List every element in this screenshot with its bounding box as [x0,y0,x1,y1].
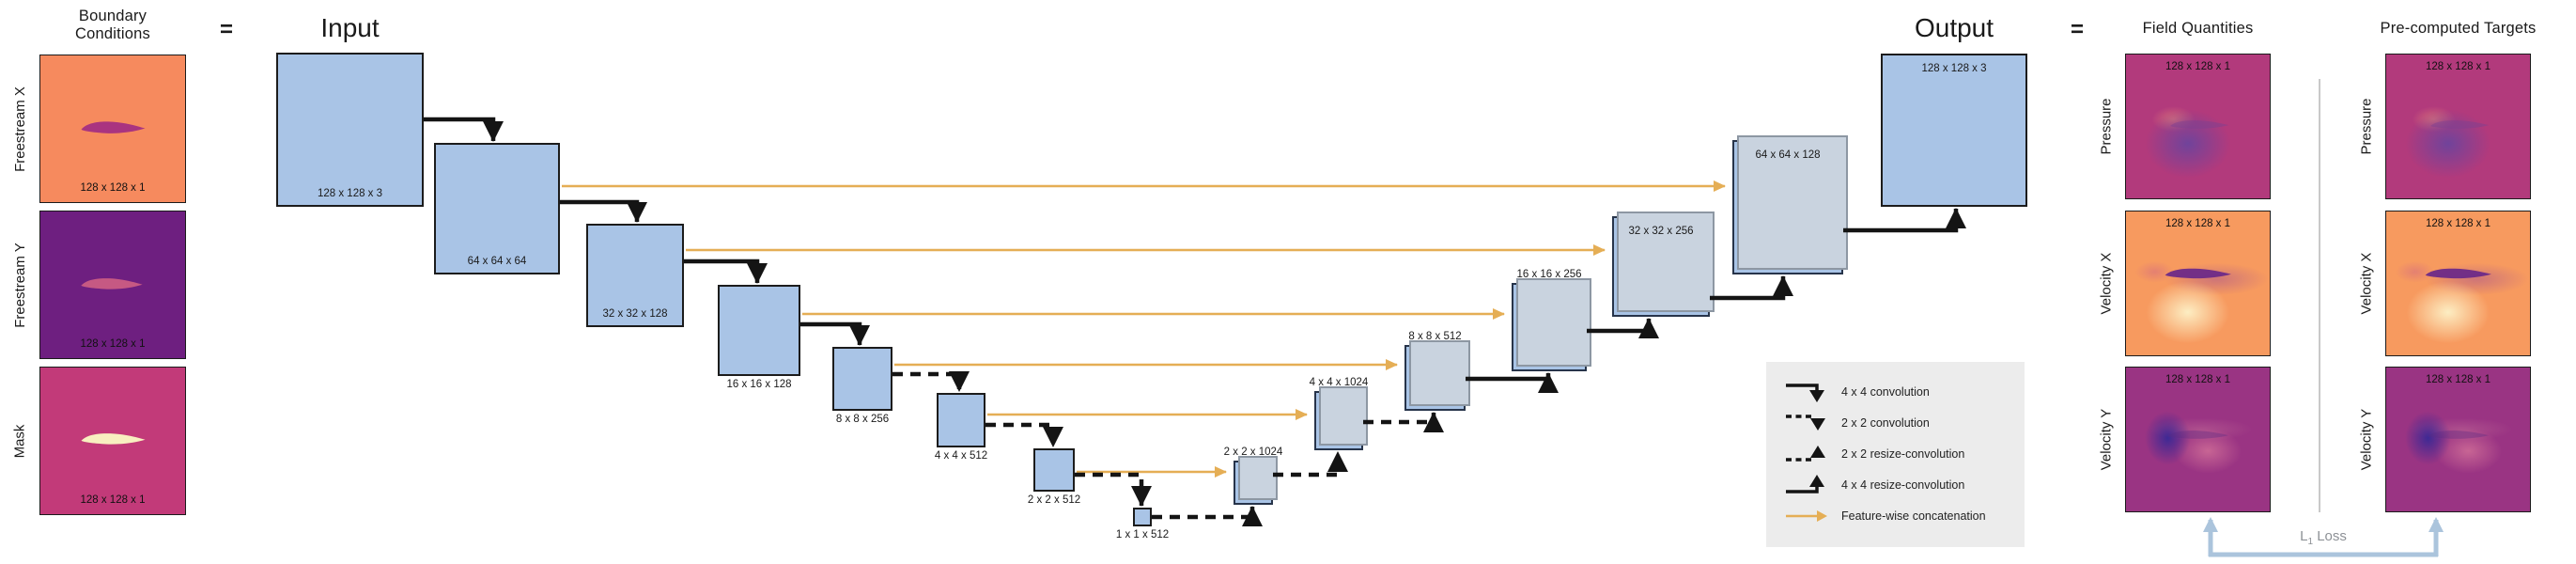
mask-dims: 128 x 128 x 1 [80,494,146,506]
equals-sign-left: = [219,17,233,42]
freestream-x-dims: 128 x 128 x 1 [80,182,146,194]
bottleneck-block-1: 1 x 1 x 512 [1116,508,1169,540]
decoder-block-32: 32 x 32 x 256 [1612,216,1710,317]
legend-row-resize-conv44: 4 x 4 resize-convolution [1783,469,2025,500]
column-divider [2319,79,2320,512]
field-velocity-y-label: Velocity Y [2098,408,2115,471]
airfoil-shape [80,432,146,445]
target-pressure-label: Pressure [2358,98,2375,155]
airfoil-shape [2165,268,2231,278]
airfoil-shape [2169,120,2229,130]
input-title: Input [320,13,380,42]
field-pressure-dims: 128 x 128 x 1 [2165,61,2231,72]
precomputed-targets-title: Pre-computed Targets [2380,20,2537,37]
target-pressure-image: 128 x 128 x 1 [2385,54,2531,199]
resize-conv-4x4-arrow-icon [1786,474,1824,494]
field-velocity-x-image: 128 x 128 x 1 [2125,211,2271,356]
decoder-block-64: 64 x 64 x 128 [1732,140,1843,274]
decoder-block-16: 16 x 16 x 256 [1512,269,1587,371]
mask-image: 128 x 128 x 1 [39,367,186,515]
field-velocity-y-image: 128 x 128 x 1 [2125,367,2271,512]
legend-row-concat: Feature-wise concatenation [1783,500,2025,531]
target-velocity-y-dims: 128 x 128 x 1 [2425,374,2491,385]
legend-box: 4 x 4 convolution 2 x 2 convolution 2 x … [1766,362,2025,547]
field-quantities-title: Field Quantities [2142,20,2254,37]
boundary-title-line2: Conditions [75,25,150,42]
freestream-y-dims: 128 x 128 x 1 [80,338,146,350]
decoder-block-4: 4 x 4 x 1024 [1310,377,1368,450]
airfoil-shape [2429,120,2490,130]
field-pressure-image: 128 x 128 x 1 [2125,54,2271,199]
target-velocity-x-image: 128 x 128 x 1 [2385,211,2531,356]
airfoil-shape [2428,431,2489,440]
encoder-block-4: 4 x 4 x 512 [935,393,987,462]
field-velocity-x-label: Velocity X [2098,252,2115,315]
airfoil-shape [2167,431,2228,440]
target-pressure-dims: 128 x 128 x 1 [2425,61,2491,72]
encoder-block-64: 64 x 64 x 64 [434,143,560,274]
l1-loss-label: L1 Loss [2300,528,2347,547]
boundary-title-line1: Boundary [78,8,147,24]
target-velocity-x-label: Velocity X [2358,252,2375,315]
encoder-block-8: 8 x 8 x 256 [832,347,892,425]
target-velocity-x-dims: 128 x 128 x 1 [2425,218,2491,229]
decoder-block-2: 2 x 2 x 1024 [1224,446,1282,505]
conv-2x2-arrow-icon [1786,414,1825,431]
freestream-x-image: 128 x 128 x 1 [39,55,186,203]
field-velocity-x-dims: 128 x 128 x 1 [2165,218,2231,229]
freestream-y-label: Freestream Y [11,242,28,328]
equals-sign-right: = [2070,17,2084,42]
resize-conv-2x2-arrow-icon [1786,445,1825,462]
output-title: Output [1914,13,1994,42]
freestream-y-image: 128 x 128 x 1 [39,211,186,359]
legend-row-resize-conv22: 2 x 2 resize-convolution [1783,438,2025,469]
encoder-block-32: 32 x 32 x 128 [586,224,684,327]
concat-arrow-icon [1786,509,1827,522]
target-velocity-y-label: Velocity Y [2358,408,2375,471]
output-block-128: 128 x 128 x 3 [1881,54,2027,207]
conv-4x4-arrow-icon [1786,383,1824,402]
legend-row-conv22: 2 x 2 convolution [1783,407,2025,438]
encoder-block-2: 2 x 2 x 512 [1028,448,1080,506]
freestream-x-label: Freestream X [11,86,28,172]
mask-label: Mask [11,424,28,458]
airfoil-shape [80,278,143,290]
field-pressure-label: Pressure [2098,98,2115,155]
encoder-block-16: 16 x 16 x 128 [718,285,800,390]
field-velocity-y-dims: 128 x 128 x 1 [2165,374,2231,385]
encoder-block-128: 128 x 128 x 3 [276,53,424,207]
airfoil-shape [80,120,146,133]
decoder-block-8: 8 x 8 x 512 [1404,331,1466,411]
target-velocity-y-image: 128 x 128 x 1 [2385,367,2531,512]
boundary-conditions-title: Boundary Conditions [38,8,188,43]
legend-row-conv44: 4 x 4 convolution [1783,376,2025,407]
airfoil-shape [2425,268,2491,278]
